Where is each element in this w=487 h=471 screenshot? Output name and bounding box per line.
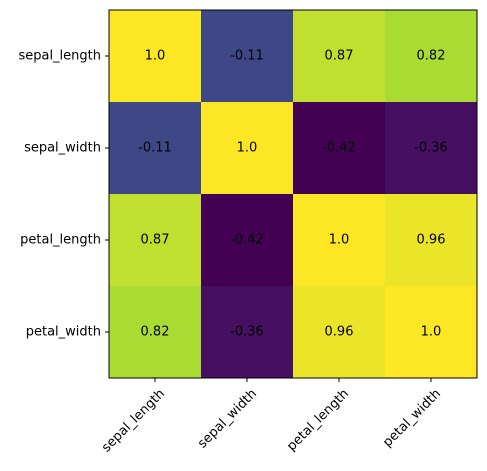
plot-frame bbox=[108, 9, 478, 379]
heatmap-cell bbox=[385, 194, 477, 286]
cell-value-label: 0.82 bbox=[417, 49, 446, 64]
cell-value-label: 1.0 bbox=[421, 325, 442, 340]
cell-value-label: 0.96 bbox=[417, 233, 446, 248]
heatmap-cell bbox=[201, 102, 293, 194]
x-tick-label: petal_length bbox=[284, 386, 352, 454]
cell-value-label: -0.11 bbox=[138, 141, 172, 156]
x-tick-label: petal_width bbox=[380, 386, 444, 450]
cell-value-label: 0.96 bbox=[325, 325, 354, 340]
heatmap-cell bbox=[109, 286, 201, 378]
heatmap-cell bbox=[109, 10, 201, 102]
heatmap-cell bbox=[385, 10, 477, 102]
cell-value-label: 1.0 bbox=[329, 233, 350, 248]
cell-value-label: 0.87 bbox=[325, 49, 354, 64]
heatmap-cells: 1.0 -0.11 0.87 0.82 -0.11 1.0 -0.42 -0.36 0.87 -0… bbox=[109, 10, 477, 378]
cell-value-label: 0.82 bbox=[141, 325, 170, 340]
heatmap-cell bbox=[201, 10, 293, 102]
cell-value-label: -0.42 bbox=[322, 141, 356, 156]
cell-value-label: -0.42 bbox=[230, 233, 264, 248]
heatmap-cell bbox=[201, 194, 293, 286]
heatmap-cell bbox=[293, 10, 385, 102]
heatmap-cell bbox=[109, 194, 201, 286]
heatmap-cell bbox=[293, 194, 385, 286]
heatmap-cell bbox=[293, 102, 385, 194]
y-axis-ticks: sepal_length sepal_width petal_lengthpetal… bbox=[18, 49, 109, 340]
y-tick-label: petal_width bbox=[26, 325, 101, 340]
heatmap-cell bbox=[109, 102, 201, 194]
cell-value-label: -0.11 bbox=[230, 49, 264, 64]
y-tick-label: petal_length bbox=[20, 233, 101, 248]
cell-value-label: -0.36 bbox=[414, 141, 448, 156]
x-axis-ticks: sepal_length sepal_width petal_length petal… bbox=[99, 378, 444, 455]
x-tick-label: sepal_width bbox=[195, 386, 260, 451]
heatmap-cell bbox=[385, 102, 477, 194]
heatmap-cell bbox=[385, 286, 477, 378]
x-tick-label: sepal_length bbox=[99, 386, 168, 455]
y-tick-label: sepal_width bbox=[24, 141, 101, 156]
cell-value-label: 0.87 bbox=[141, 233, 170, 248]
y-tick-label: sepal_length bbox=[18, 49, 101, 64]
heatmap-cell bbox=[201, 286, 293, 378]
cell-value-label: 1.0 bbox=[145, 49, 166, 64]
heatmap-cell bbox=[293, 286, 385, 378]
cell-value-label: 1.0 bbox=[237, 141, 258, 156]
cell-value-label: -0.36 bbox=[230, 325, 264, 340]
